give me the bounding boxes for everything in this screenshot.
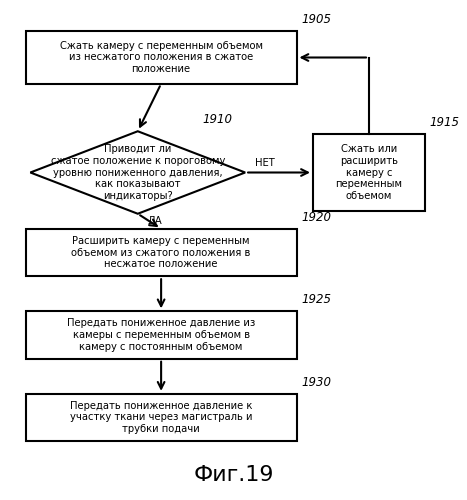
- Text: НЕТ: НЕТ: [255, 158, 274, 168]
- FancyBboxPatch shape: [313, 134, 425, 211]
- Text: Сжать камеру с переменным объемом
из несжатого положения в сжатое
положение: Сжать камеру с переменным объемом из нес…: [60, 41, 262, 74]
- Text: Фиг.19: Фиг.19: [193, 465, 274, 485]
- Text: 1910: 1910: [202, 114, 232, 126]
- Text: Приводит ли
сжатое положение к пороговому
уровню пониженного давления,
как показ: Приводит ли сжатое положение к пороговом…: [50, 144, 225, 201]
- FancyBboxPatch shape: [26, 229, 297, 276]
- Text: Передать пониженное давление к
участку ткани через магистраль и
трубки подачи: Передать пониженное давление к участку т…: [70, 401, 252, 434]
- Text: Передать пониженное давление из
камеры с переменным объемом в
камеру с постоянны: Передать пониженное давление из камеры с…: [67, 318, 255, 352]
- Text: 1930: 1930: [301, 376, 331, 389]
- Text: 1920: 1920: [301, 211, 331, 224]
- Text: 1905: 1905: [301, 13, 331, 26]
- Text: ДА: ДА: [147, 216, 162, 226]
- Polygon shape: [30, 131, 245, 214]
- FancyBboxPatch shape: [26, 394, 297, 441]
- Text: Сжать или
расширить
камеру с
переменным
объемом: Сжать или расширить камеру с переменным …: [335, 144, 403, 201]
- FancyBboxPatch shape: [26, 31, 297, 84]
- Text: Расширить камеру с переменным
объемом из сжатого положения в
несжатое положение: Расширить камеру с переменным объемом из…: [71, 236, 251, 269]
- Text: 1925: 1925: [301, 293, 331, 306]
- FancyBboxPatch shape: [26, 311, 297, 358]
- Text: 1915: 1915: [430, 116, 460, 128]
